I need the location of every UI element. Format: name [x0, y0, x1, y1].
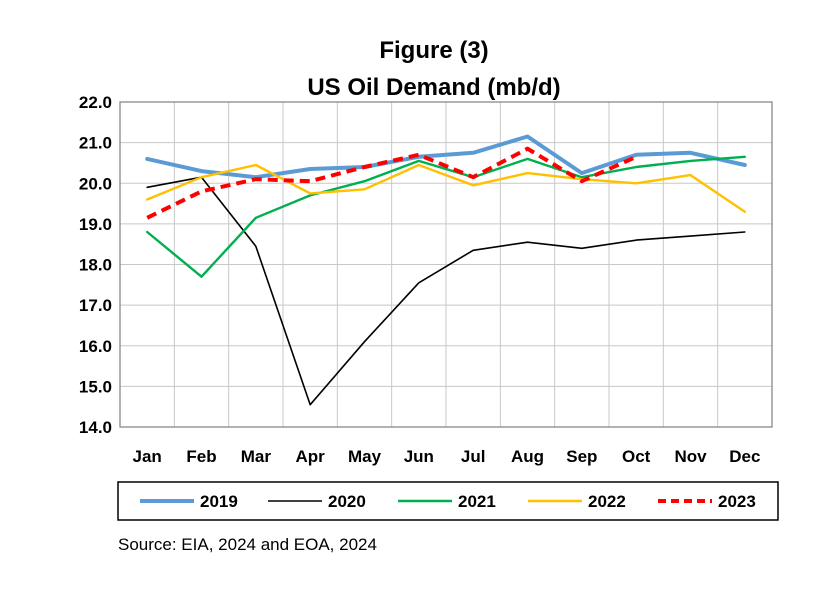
legend-label-2020: 2020 [328, 492, 366, 511]
x-tick-label: Feb [186, 447, 216, 466]
legend: 2019 2020 2021 2022 2023 [140, 492, 756, 511]
series-line-2023 [146, 146, 638, 220]
x-tick-label: Jan [133, 447, 162, 466]
y-tick-label: 15.0 [79, 377, 112, 396]
x-tick-label: Aug [511, 447, 544, 466]
y-tick-label: 20.0 [79, 174, 112, 193]
chart-subtitle: US Oil Demand (mb/d) [307, 74, 560, 101]
axes: 14.0 15.0 16.0 17.0 18.0 19.0 20.0 21.0 22.0 Jan F… [79, 93, 773, 466]
x-tick-label: Dec [729, 447, 760, 466]
x-tick-label: Jun [404, 447, 434, 466]
series-lines [145, 134, 747, 406]
x-tick-label: Oct [622, 447, 651, 466]
x-tick-label: Mar [241, 447, 272, 466]
legend-label-2022: 2022 [588, 492, 626, 511]
legend-label-2021: 2021 [458, 492, 496, 511]
y-tick-label: 17.0 [79, 296, 112, 315]
x-tick-label: Sep [566, 447, 597, 466]
y-tick-label: 19.0 [79, 215, 112, 234]
series-line-2022 [145, 163, 746, 213]
chart-title: Figure (3) [379, 37, 488, 64]
y-tick-label: 21.0 [79, 134, 112, 153]
y-tick-label: 14.0 [79, 418, 112, 437]
x-tick-label: May [348, 447, 382, 466]
x-tick-label: Nov [674, 447, 707, 466]
series-line-2019 [145, 134, 747, 180]
x-tick-label: Jul [461, 447, 486, 466]
y-tick-label: 18.0 [79, 256, 112, 275]
legend-box [117, 481, 779, 521]
y-tick-label: 16.0 [79, 337, 112, 356]
legend-label-2023: 2023 [718, 492, 756, 511]
y-tick-label: 22.0 [79, 93, 112, 112]
series-line-2021 [145, 155, 746, 278]
gridlines [120, 101, 772, 428]
legend-label-2019: 2019 [200, 492, 238, 511]
x-tick-label: Apr [296, 447, 326, 466]
plot-area-border [119, 101, 773, 428]
series-line-2020 [146, 176, 746, 406]
source-note: Source: EIA, 2024 and EOA, 2024 [118, 535, 377, 554]
